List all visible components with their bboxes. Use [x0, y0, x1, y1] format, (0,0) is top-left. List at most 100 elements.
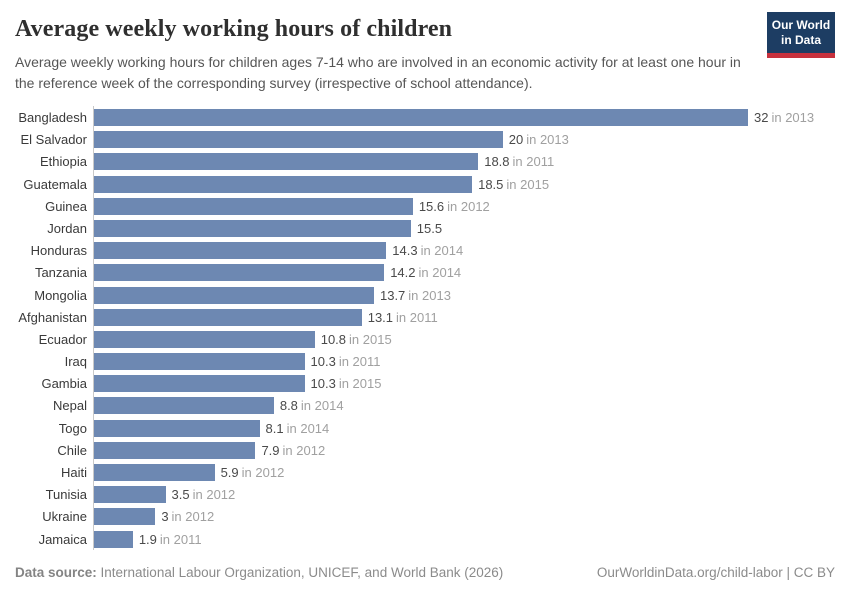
year-label: in 2011 — [159, 531, 202, 547]
year-label: in 2012 — [192, 487, 236, 503]
bar[interactable] — [94, 375, 305, 393]
value-label: 13.7 — [379, 287, 406, 303]
bar-area: 7.9 in 2012 — [93, 439, 835, 462]
entity-label: Iraq — [64, 354, 87, 370]
bar-area: 13.1 in 2011 — [93, 306, 835, 329]
entity-label: Tanzania — [34, 265, 87, 281]
value-label: 1.9 — [138, 531, 157, 547]
year-label: in 2015 — [506, 176, 550, 192]
bar[interactable] — [94, 419, 260, 437]
bar[interactable] — [94, 242, 387, 260]
bar-area: 10.3 in 2015 — [93, 372, 835, 395]
bar[interactable] — [94, 397, 274, 415]
chart-row: Tanzania 14.2 in 2014 — [15, 261, 835, 284]
bar[interactable] — [94, 330, 315, 348]
entity-label: Afghanistan — [18, 309, 87, 325]
entity-label: Tunisia — [45, 487, 87, 503]
value-label: 8.8 — [279, 398, 298, 414]
entity-label: Guinea — [45, 198, 87, 214]
entity-label: Jordan — [47, 220, 87, 236]
value-label: 15.5 — [416, 220, 443, 236]
bar[interactable] — [94, 197, 413, 215]
bar[interactable] — [94, 464, 215, 482]
year-label: in 2013 — [771, 110, 815, 126]
bar[interactable] — [94, 508, 156, 526]
value-label: 32 — [754, 110, 769, 126]
bar[interactable] — [94, 131, 503, 149]
entity-label: Guatemala — [23, 176, 87, 192]
year-label: in 2011 — [338, 354, 381, 370]
bar-area: 15.6 in 2012 — [93, 195, 835, 218]
chart-row: Afghanistan 13.1 in 2011 — [15, 306, 835, 329]
value-label: 8.1 — [265, 420, 284, 436]
bar-area: 3.5 in 2012 — [93, 483, 835, 506]
year-label: in 2012 — [241, 465, 285, 481]
chart-row: Jordan 15.5 — [15, 217, 835, 240]
value-label: 18.5 — [478, 176, 504, 192]
bar[interactable] — [94, 486, 166, 504]
year-label: in 2012 — [282, 442, 326, 458]
data-source-text: International Labour Organization, UNICE… — [96, 565, 504, 581]
year-label: in 2014 — [286, 420, 330, 436]
bar-area: 18.5 in 2015 — [93, 173, 835, 196]
bar[interactable] — [94, 353, 305, 371]
year-label: in 2015 — [338, 376, 382, 392]
value-label: 10.8 — [320, 331, 347, 347]
bar[interactable] — [94, 153, 479, 171]
year-label: in 2014 — [418, 265, 462, 281]
bar[interactable] — [94, 286, 374, 304]
chart-footer: Data source: International Labour Organi… — [15, 565, 835, 580]
bar-area: 10.3 in 2011 — [93, 350, 835, 373]
year-label: in 2012 — [447, 198, 490, 214]
bar[interactable] — [94, 308, 362, 326]
year-label: in 2014 — [420, 243, 464, 259]
entity-label: Gambia — [41, 376, 87, 392]
value-label: 3 — [161, 509, 169, 525]
value-label: 10.3 — [310, 376, 336, 392]
bar[interactable] — [94, 109, 748, 127]
entity-label: Bangladesh — [18, 110, 87, 126]
owid-logo-line1: Our World — [771, 18, 831, 32]
bar-area: 32 in 2013 — [93, 106, 835, 129]
chart-row: Mongolia 13.7 in 2013 — [15, 283, 835, 307]
chart-row: Nepal 8.8 in 2014 — [15, 394, 835, 418]
chart-row: Ethiopia 18.8 in 2011 — [15, 150, 835, 173]
bar-area: 14.3 in 2014 — [93, 239, 835, 262]
bar-area: 8.1 in 2014 — [93, 417, 835, 440]
bar[interactable] — [94, 530, 133, 548]
bar[interactable] — [94, 175, 473, 193]
value-label: 14.3 — [392, 243, 418, 259]
owid-logo-line2: in Data — [780, 33, 821, 47]
entity-label: Ukraine — [42, 509, 87, 525]
chart-row: Tunisia 3.5 in 2012 — [15, 483, 835, 506]
data-source-note: Data source: International Labour Organi… — [15, 565, 503, 580]
bar-area: 8.8 in 2014 — [93, 394, 835, 418]
year-label: in 2012 — [171, 509, 215, 525]
chart-row: Gambia 10.3 in 2015 — [15, 372, 835, 395]
entity-label: Mongolia — [34, 287, 87, 303]
bar[interactable] — [94, 441, 256, 459]
chart-row: Bangladesh 32 in 2013 — [15, 106, 835, 129]
bar-area: 5.9 in 2012 — [93, 461, 835, 484]
chart-row: Togo 8.1 in 2014 — [15, 417, 835, 440]
bar-area: 1.9 in 2011 — [93, 528, 835, 551]
bar[interactable] — [94, 219, 411, 237]
value-label: 7.9 — [261, 442, 280, 458]
value-label: 3.5 — [171, 487, 190, 503]
year-label: in 2013 — [526, 132, 569, 148]
page-title: Average weekly working hours of children — [15, 16, 453, 42]
entity-label: Ecuador — [38, 331, 87, 347]
value-label: 13.1 — [367, 309, 394, 325]
bar-area: 3 in 2012 — [93, 505, 835, 528]
bar[interactable] — [94, 264, 385, 282]
chart-row: Guinea 15.6 in 2012 — [15, 195, 835, 218]
year-label: in 2013 — [408, 287, 451, 303]
chart-row: Ukraine 3 in 2012 — [15, 505, 835, 528]
entity-label: Chile — [57, 442, 87, 458]
attribution-link[interactable]: OurWorldinData.org/child-labor | CC BY — [596, 565, 835, 581]
chart-row: Chile 7.9 in 2012 — [15, 439, 835, 462]
entity-label: Haiti — [60, 465, 87, 481]
chart-row: Jamaica 1.9 in 2011 — [15, 528, 835, 551]
year-label: in 2011 — [512, 154, 555, 170]
entity-label: Togo — [58, 420, 87, 436]
